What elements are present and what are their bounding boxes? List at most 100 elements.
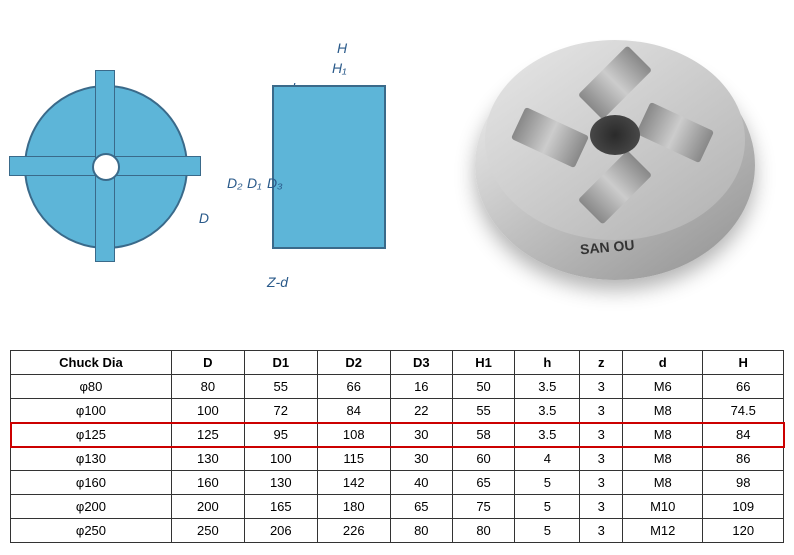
table-row: φ8080556616503.53M666 <box>11 375 784 399</box>
table-cell: 3 <box>580 399 623 423</box>
table-body: φ8080556616503.53M666φ100100728422553.53… <box>11 375 784 543</box>
table-row: φ1251259510830583.53M884 <box>11 423 784 447</box>
table-cell: M8 <box>622 399 702 423</box>
table-cell: M8 <box>622 423 702 447</box>
table-cell: 84 <box>703 423 784 447</box>
table-cell: 108 <box>317 423 390 447</box>
table-cell: 100 <box>171 399 244 423</box>
table-cell: 65 <box>390 495 452 519</box>
table-cell: 180 <box>317 495 390 519</box>
table-cell: 72 <box>244 399 317 423</box>
column-header: H <box>703 351 784 375</box>
table-cell: 50 <box>452 375 514 399</box>
table-cell: φ130 <box>11 447 172 471</box>
front-view-diagram: D <box>14 75 194 255</box>
table-cell: 206 <box>244 519 317 543</box>
table-cell: 75 <box>452 495 514 519</box>
table-cell: M8 <box>622 447 702 471</box>
table-header-row: Chuck DiaDD1D2D3H1hzdH <box>11 351 784 375</box>
table-cell: φ125 <box>11 423 172 447</box>
table-cell: 142 <box>317 471 390 495</box>
side-body <box>272 85 386 249</box>
table-cell: 5 <box>515 519 580 543</box>
table-cell: 58 <box>452 423 514 447</box>
table-cell: φ160 <box>11 471 172 495</box>
table-cell: M12 <box>622 519 702 543</box>
side-view-diagram: H H₁ h D₂ D₁ D₃ Z-d <box>222 35 422 295</box>
center-bore <box>92 153 120 181</box>
table-cell: M8 <box>622 471 702 495</box>
diagrams-section: D H H₁ h D₂ D₁ D₃ Z-d SAN OU <box>10 10 784 320</box>
table-cell: 125 <box>171 423 244 447</box>
table-cell: 16 <box>390 375 452 399</box>
column-header: h <box>515 351 580 375</box>
table-cell: 55 <box>452 399 514 423</box>
table-cell: 66 <box>703 375 784 399</box>
table-cell: 55 <box>244 375 317 399</box>
table-cell: 40 <box>390 471 452 495</box>
table-cell: 5 <box>515 495 580 519</box>
table-cell: 3.5 <box>515 399 580 423</box>
table-cell: 30 <box>390 423 452 447</box>
column-header: D2 <box>317 351 390 375</box>
column-header: D <box>171 351 244 375</box>
column-header: D1 <box>244 351 317 375</box>
table-cell: 3.5 <box>515 375 580 399</box>
table-cell: 3 <box>580 471 623 495</box>
table-cell: 109 <box>703 495 784 519</box>
table-cell: 165 <box>244 495 317 519</box>
table-cell: 130 <box>244 471 317 495</box>
table-cell: φ100 <box>11 399 172 423</box>
dimension-H: H <box>337 40 347 56</box>
chuck-bore <box>590 115 640 155</box>
table-cell: φ250 <box>11 519 172 543</box>
table-cell: 250 <box>171 519 244 543</box>
table-cell: 3 <box>580 495 623 519</box>
table-cell: φ200 <box>11 495 172 519</box>
table-cell: 3.5 <box>515 423 580 447</box>
table-row: φ250250206226808053M12120 <box>11 519 784 543</box>
table-cell: 86 <box>703 447 784 471</box>
table-cell: 226 <box>317 519 390 543</box>
table-cell: 74.5 <box>703 399 784 423</box>
table-cell: 66 <box>317 375 390 399</box>
table-row: φ130130100115306043M886 <box>11 447 784 471</box>
table-cell: 30 <box>390 447 452 471</box>
table-cell: 80 <box>390 519 452 543</box>
column-header: H1 <box>452 351 514 375</box>
table-row: φ200200165180657553M10109 <box>11 495 784 519</box>
dimension-H1: H₁ <box>332 60 347 76</box>
table-cell: 80 <box>452 519 514 543</box>
column-header: D3 <box>390 351 452 375</box>
table-cell: M10 <box>622 495 702 519</box>
table-cell: φ80 <box>11 375 172 399</box>
table-cell: 115 <box>317 447 390 471</box>
column-header: Chuck Dia <box>11 351 172 375</box>
table-cell: 100 <box>244 447 317 471</box>
dimension-D1: D₁ <box>247 175 262 191</box>
dimension-D2: D₂ <box>227 175 242 191</box>
table-cell: 80 <box>171 375 244 399</box>
table-cell: 84 <box>317 399 390 423</box>
table-cell: 22 <box>390 399 452 423</box>
column-header: d <box>622 351 702 375</box>
table-cell: 200 <box>171 495 244 519</box>
table-cell: 120 <box>703 519 784 543</box>
column-header: z <box>580 351 623 375</box>
specifications-table: Chuck DiaDD1D2D3H1hzdH φ8080556616503.53… <box>10 350 784 543</box>
dimension-D3: D₃ <box>267 175 283 191</box>
table-cell: 130 <box>171 447 244 471</box>
table-cell: 3 <box>580 375 623 399</box>
table-cell: 3 <box>580 519 623 543</box>
table-cell: 95 <box>244 423 317 447</box>
product-photo: SAN OU <box>450 20 780 310</box>
table-cell: 3 <box>580 423 623 447</box>
table-row: φ100100728422553.53M874.5 <box>11 399 784 423</box>
table-cell: 160 <box>171 471 244 495</box>
table-cell: M6 <box>622 375 702 399</box>
table-cell: 65 <box>452 471 514 495</box>
table-cell: 3 <box>580 447 623 471</box>
table-cell: 60 <box>452 447 514 471</box>
dimension-D: D <box>199 210 209 226</box>
table-cell: 5 <box>515 471 580 495</box>
